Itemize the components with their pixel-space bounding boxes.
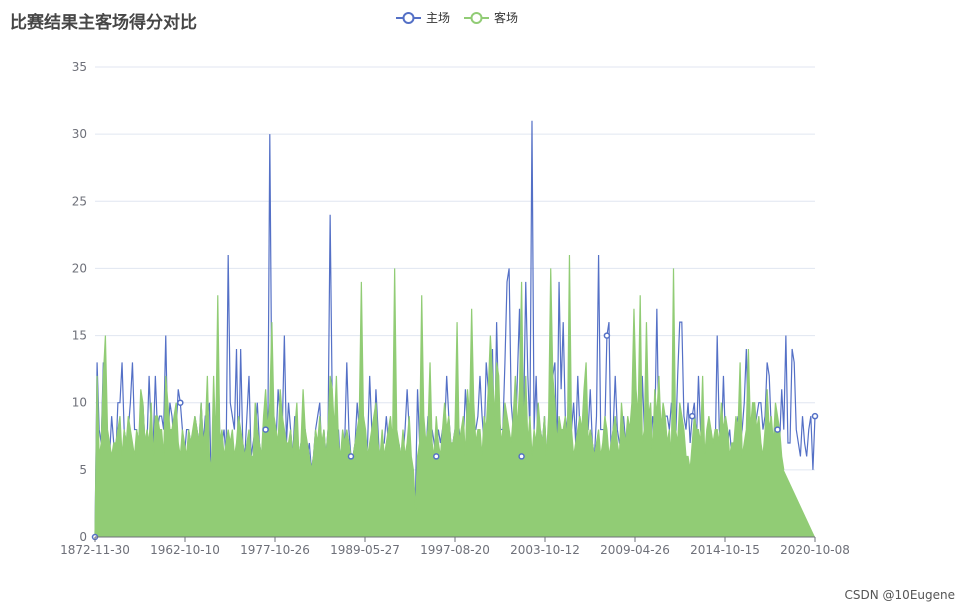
x-tick-label: 2014-10-15 [690,543,760,557]
legend-label-home: 主场 [426,11,451,25]
x-tick-label: 1997-08-20 [420,543,490,557]
y-tick-label: 0 [79,530,87,544]
x-tick-label: 1872-11-30 [60,543,130,557]
data-point-home [603,332,611,339]
x-tick-label: 2009-04-26 [600,543,670,557]
legend-item-home[interactable]: 主场 [396,9,450,26]
watermark: CSDN @10Eugene [844,588,955,602]
y-tick-label: 10 [72,396,87,410]
data-point-home [774,426,781,433]
x-tick-label: 1962-10-10 [150,543,220,557]
legend: 主场 客场 [396,9,518,26]
legend-swatch-away-icon [464,11,490,24]
x-tick-label: 2020-10-08 [780,543,850,557]
data-point-home [177,399,184,406]
x-tick-label: 2003-10-12 [510,543,580,557]
data-point-home [347,453,355,460]
x-tick-label: 1977-10-26 [240,543,310,557]
y-tick-label: 30 [72,127,87,141]
x-tick-label: 1989-05-27 [330,543,400,557]
series-area-away [95,255,815,537]
y-tick-label: 5 [79,463,87,477]
y-tick-label: 35 [72,60,87,74]
data-point-home [811,412,819,420]
legend-item-away[interactable]: 客场 [464,9,518,26]
data-point-home [518,453,525,460]
data-point-home [433,453,440,460]
data-point-home [262,426,269,433]
legend-label-away: 客场 [494,11,519,25]
series-line-away [94,254,785,538]
y-tick-label: 15 [72,329,87,343]
data-point-home [688,412,696,420]
chart-title: 比赛结果主客场得分对比 [10,13,197,33]
legend-swatch-home-icon [396,11,421,24]
y-tick-label: 20 [72,261,87,275]
y-tick-label: 25 [72,194,87,208]
